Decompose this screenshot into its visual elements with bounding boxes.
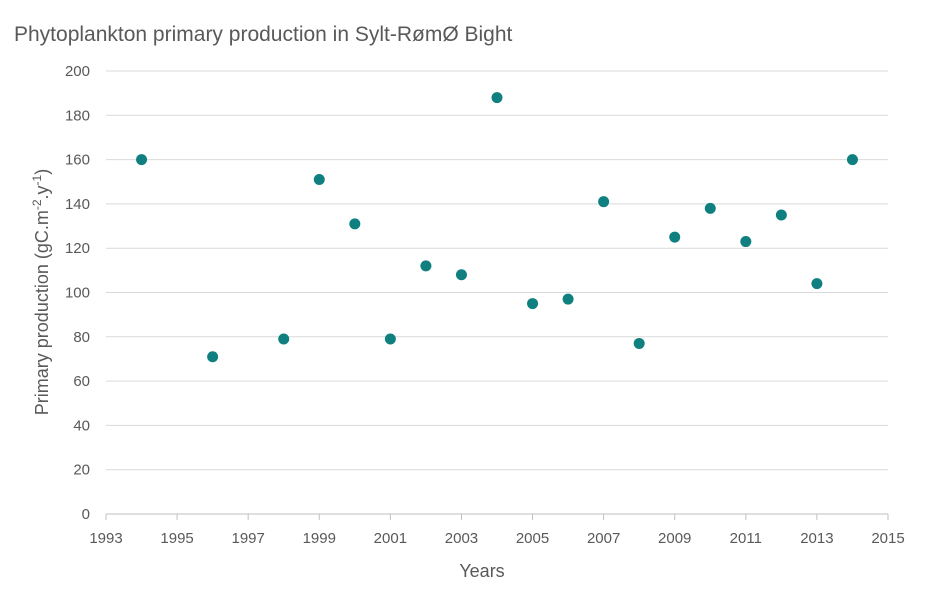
y-axis-label-sup2: -1	[30, 174, 44, 185]
y-axis-label-mid: .y	[32, 185, 52, 199]
data-points	[136, 92, 858, 363]
y-axis-label: Primary production (gC.m-2.y-1)	[30, 169, 52, 415]
x-tick-label: 2009	[658, 530, 691, 547]
x-tick-label: 2007	[587, 530, 620, 547]
data-point-2011	[740, 236, 752, 248]
data-point-2013	[811, 278, 823, 290]
data-point-2009	[669, 231, 681, 243]
y-tick-label: 20	[73, 462, 90, 479]
data-point-2012	[775, 209, 787, 221]
y-tick-label: 40	[73, 417, 90, 434]
data-point-2003	[455, 269, 467, 281]
y-axis-ticks: 0 20 40 60 80 100 120 140 160 180 200	[65, 63, 90, 523]
y-tick-label: 80	[73, 329, 90, 346]
data-point-2001	[384, 333, 396, 345]
y-tick-label: 100	[65, 285, 90, 302]
x-tick-label: 2001	[374, 530, 407, 547]
x-tick-label: 1993	[89, 530, 122, 547]
x-tick-label: 2005	[516, 530, 549, 547]
data-point-1996	[207, 351, 219, 363]
data-point-2007	[598, 196, 610, 208]
y-axis-label-base: Primary production (gC.m	[32, 210, 52, 415]
x-tick-label: 1995	[160, 530, 193, 547]
data-point-2005	[527, 298, 539, 310]
data-point-1998	[278, 333, 290, 345]
y-tick-label: 160	[65, 152, 90, 169]
data-point-2014	[846, 154, 858, 166]
x-tick-label: 2011	[730, 530, 762, 547]
data-point-2000	[349, 218, 361, 230]
data-point-1994	[136, 154, 148, 166]
data-point-1999	[313, 174, 325, 186]
y-axis-label-sup1: -2	[30, 199, 44, 210]
y-tick-label: 180	[65, 107, 90, 124]
data-point-2004	[491, 92, 503, 104]
gridlines	[106, 70, 888, 515]
x-tick-label: 2003	[445, 530, 478, 547]
y-tick-label: 140	[65, 196, 90, 213]
data-point-2002	[420, 260, 432, 272]
x-axis-ticks: 1993 1995 1997 1999 2001 2003 2005 2007 2009 2011…	[89, 514, 905, 547]
y-tick-label: 120	[65, 240, 90, 257]
data-point-2006	[562, 293, 574, 305]
y-tick-label: 0	[82, 506, 90, 523]
data-point-2010	[704, 202, 716, 214]
y-tick-label: 60	[73, 373, 90, 390]
chart-title: Phytoplankton primary production in Sylt…	[14, 23, 513, 46]
y-tick-label: 200	[65, 63, 90, 80]
data-point-2008	[633, 337, 645, 349]
y-axis-label-end: )	[32, 169, 52, 175]
x-axis-label: Years	[459, 561, 504, 581]
x-tick-label: 2013	[800, 530, 833, 547]
x-tick-label: 1997	[231, 530, 264, 547]
x-tick-label: 2015	[871, 530, 904, 547]
x-tick-label: 1999	[303, 530, 336, 547]
